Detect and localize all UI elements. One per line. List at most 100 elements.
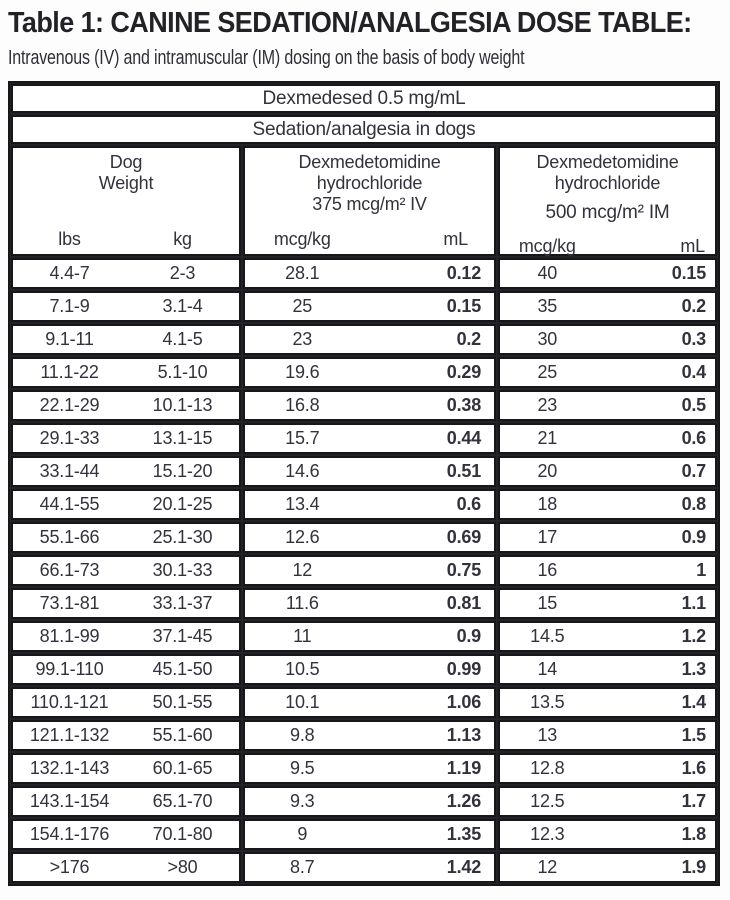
column-headers-im: mcg/kg mL [500, 236, 715, 257]
im-dose-cell: 13.5 1.4 [498, 687, 717, 718]
im-dose-cell: 30 0.3 [498, 324, 717, 355]
lbs-value: 132.1-143 [29, 758, 110, 778]
mcgkg-iv-value: 11.6 [285, 593, 319, 613]
mcgkg-im-value: 14 [537, 659, 558, 679]
iv-dose-cell: 14.6 0.51 [243, 456, 496, 487]
ml-im-value: 0.8 [681, 494, 707, 514]
iv-dose-cell: 12.6 0.69 [243, 522, 496, 553]
weight-lbs-cell: 9.1-11 4.1-5 [11, 324, 241, 355]
im-dose-cell: 25 0.4 [498, 357, 717, 388]
iv-dose-cell: 8.7 1.42 [243, 852, 496, 883]
header-group-title: Dexmedetomidine hydrochloride 375 mcg/m²… [245, 152, 494, 215]
mcgkg-im-value: 21 [537, 428, 558, 448]
lbs-value: 143.1-154 [29, 791, 110, 811]
iv-dose-cell: 23 0.2 [243, 324, 496, 355]
iv-dose-cell: 16.8 0.38 [243, 390, 496, 421]
header-group-im-dose: Dexmedetomidine hydrochloride 500 mcg/m²… [498, 146, 717, 256]
mcgkg-im-value: 17 [537, 527, 558, 547]
mcgkg-iv-value: 14.6 [285, 461, 320, 481]
header-line: 500 mcg/m² IM [545, 202, 670, 223]
mcgkg-iv-value: 10.5 [285, 659, 320, 679]
ml-im-value: 1 [696, 560, 706, 580]
mcgkg-im-value: 23 [537, 395, 558, 415]
im-dose-cell: 20 0.7 [498, 456, 717, 487]
mcgkg-iv-value: 25 [292, 296, 313, 316]
ml-iv-value: 0.81 [446, 593, 481, 613]
iv-dose-cell: 19.6 0.29 [243, 357, 496, 388]
lbs-value: 7.1-9 [49, 296, 90, 316]
page-title: Table 1: CANINE SEDATION/ANALGESIA DOSE … [8, 7, 692, 39]
mcgkg-iv-value: 9.8 [290, 725, 315, 745]
im-dose-cell: 14.5 1.2 [498, 621, 717, 652]
ml-iv-value: 0.38 [446, 395, 481, 415]
ml-im-value: 0.5 [681, 395, 707, 415]
ml-iv-value: 0.44 [446, 428, 481, 448]
kg-value: 37.1-45 [152, 626, 213, 646]
lbs-value: 154.1-176 [29, 824, 110, 844]
ml-iv-value: 0.69 [446, 527, 481, 547]
mcgkg-im-value: 12.3 [530, 824, 565, 844]
iv-dose-cell: 25 0.15 [243, 291, 496, 322]
header-line: Dog [109, 152, 143, 172]
mcgkg-im-value: 40 [537, 263, 558, 283]
im-dose-cell: 23 0.5 [498, 390, 717, 421]
kg-value: 65.1-70 [152, 791, 213, 811]
ml-im-value: 0.3 [681, 329, 707, 349]
mcgkg-im-value: 18 [537, 494, 558, 514]
weight-lbs-cell: 81.1-99 37.1-45 [11, 621, 241, 652]
col-header-mcgkg-iv: mcg/kg [273, 229, 331, 249]
iv-dose-cell: 10.1 1.06 [243, 687, 496, 718]
banner-indication: Sedation/analgesia in dogs [11, 115, 717, 144]
im-dose-cell: 35 0.2 [498, 291, 717, 322]
ml-iv-value: 0.99 [446, 659, 481, 679]
ml-iv-value: 0.51 [446, 461, 481, 481]
ml-iv-value: 1.13 [446, 725, 481, 745]
ml-iv-value: 0.6 [456, 494, 482, 514]
header-group-title: Dexmedetomidine hydrochloride 500 mcg/m²… [500, 152, 715, 223]
lbs-value: 110.1-121 [30, 692, 109, 712]
im-dose-cell: 15 1.1 [498, 588, 717, 619]
weight-lbs-cell: 73.1-81 33.1-37 [11, 588, 241, 619]
kg-value: 2-3 [169, 263, 196, 283]
kg-value: 20.1-25 [152, 494, 213, 514]
mcgkg-iv-value: 12.6 [285, 527, 320, 547]
kg-value: 33.1-37 [152, 593, 213, 613]
weight-lbs-cell: 55.1-66 25.1-30 [11, 522, 241, 553]
weight-lbs-cell: >176 >80 [11, 852, 241, 883]
mcgkg-im-value: 35 [537, 296, 558, 316]
iv-dose-cell: 11 0.9 [243, 621, 496, 652]
mcgkg-im-value: 12.5 [530, 791, 565, 811]
dose-grid: Dog Weight lbs kg Dexmedetomidine hydroc… [11, 146, 717, 883]
weight-lbs-cell: 44.1-55 20.1-25 [11, 489, 241, 520]
iv-dose-cell: 10.5 0.99 [243, 654, 496, 685]
header-line: hydrochloride [316, 173, 423, 193]
lbs-value: 73.1-81 [39, 593, 100, 613]
weight-lbs-cell: 154.1-176 70.1-80 [11, 819, 241, 850]
weight-lbs-cell: 29.1-33 13.1-15 [11, 423, 241, 454]
ml-iv-value: 1.35 [446, 824, 481, 844]
weight-lbs-cell: 132.1-143 60.1-65 [11, 753, 241, 784]
kg-value: 5.1-10 [157, 362, 208, 382]
im-dose-cell: 40 0.15 [498, 258, 717, 289]
mcgkg-iv-value: 10.1 [285, 692, 320, 712]
ml-im-value: 0.4 [681, 362, 707, 382]
lbs-value: 99.1-110 [35, 659, 104, 679]
im-dose-cell: 14 1.3 [498, 654, 717, 685]
header-line: Weight [98, 173, 154, 193]
ml-iv-value: 0.15 [446, 296, 481, 316]
weight-lbs-cell: 4.4-7 2-3 [11, 258, 241, 289]
mcgkg-iv-value: 8.7 [290, 857, 315, 877]
im-dose-cell: 12.5 1.7 [498, 786, 717, 817]
mcgkg-iv-value: 13.4 [285, 494, 320, 514]
weight-lbs-cell: 22.1-29 10.1-13 [11, 390, 241, 421]
ml-im-value: 1.4 [681, 692, 707, 712]
column-headers-weight: lbs kg [13, 229, 239, 250]
header-line: Dexmedetomidine [298, 152, 441, 172]
iv-dose-cell: 13.4 0.6 [243, 489, 496, 520]
mcgkg-iv-value: 11 [293, 626, 312, 646]
kg-value: 30.1-33 [152, 560, 213, 580]
ml-im-value: 1.7 [681, 791, 707, 811]
ml-im-value: 1.9 [681, 857, 707, 877]
kg-value: >80 [167, 857, 198, 877]
mcgkg-iv-value: 15.7 [285, 428, 320, 448]
